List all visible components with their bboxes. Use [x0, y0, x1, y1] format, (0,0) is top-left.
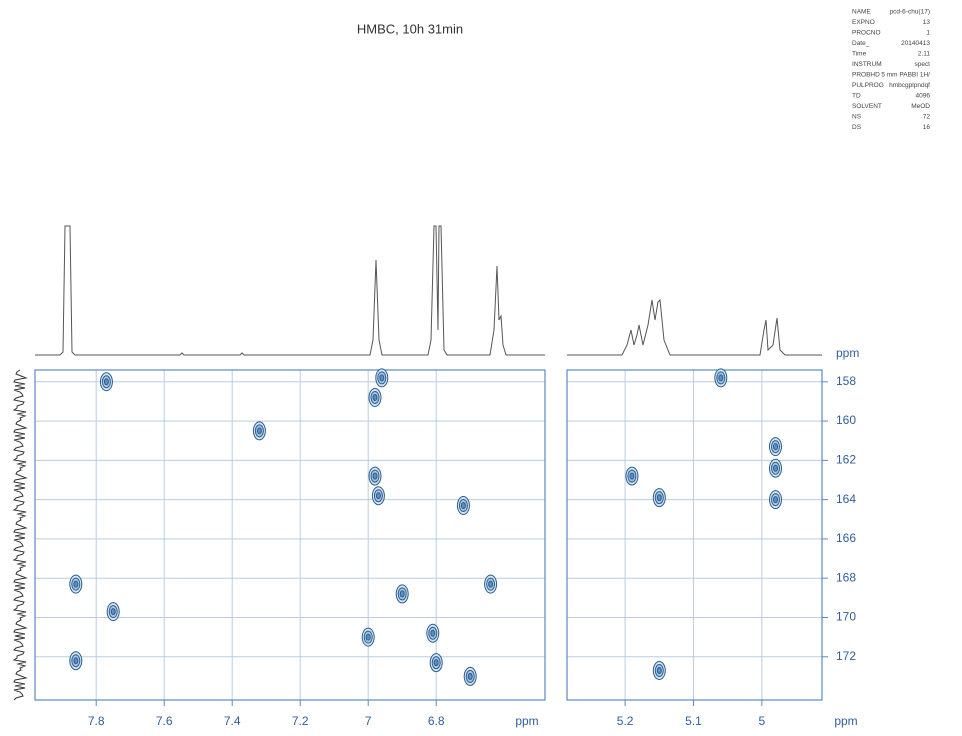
contour: [718, 374, 724, 382]
param-name: SOLVENT: [852, 103, 882, 110]
contour: [379, 374, 385, 382]
param-name: NAME: [852, 9, 871, 16]
cross-peak: [375, 368, 389, 388]
param-name: PROBHD: [852, 72, 880, 79]
param-name: EXPNO: [852, 19, 875, 26]
y-tick-label: 160: [836, 413, 856, 427]
y-tick-label: 170: [836, 610, 856, 624]
x-tick-label: 7.4: [224, 714, 241, 728]
y-tick-label: 164: [836, 492, 856, 506]
x-tick-label: 7.6: [156, 714, 173, 728]
cross-peak: [769, 458, 783, 478]
param-value: 13: [923, 19, 931, 26]
contour: [256, 427, 262, 435]
y-tick-label: 166: [836, 531, 856, 545]
cross-peak: [769, 437, 783, 457]
x-tick-label: 7.8: [88, 714, 105, 728]
contour: [656, 494, 662, 502]
x-tick-label: 5: [758, 714, 765, 728]
cross-peak: [769, 490, 783, 510]
cross-peak: [484, 574, 498, 594]
param-name: INSTRUM: [852, 61, 882, 68]
param-value: spect: [914, 61, 930, 68]
contour: [488, 580, 494, 588]
param-name: PULPROG: [852, 82, 884, 89]
param-name: Date_: [852, 40, 870, 47]
param-value: hmbcgplpndqf: [889, 82, 930, 89]
contour: [629, 472, 635, 480]
param-value: MeOD: [911, 103, 930, 110]
param-value: pcd-6-chu(17): [890, 9, 930, 16]
contour: [656, 667, 662, 675]
contour: [430, 629, 436, 637]
cross-peak: [429, 653, 443, 673]
x-tick-label: 7.2: [292, 714, 309, 728]
contour: [73, 580, 79, 588]
acquisition-parameters: NAME pcd-6-chu(17) EXPNO 13 PROCNO 1 Date_ 2014…: [852, 9, 930, 132]
cross-peak: [714, 368, 728, 388]
cross-peak: [361, 627, 375, 647]
plot-frame: [34, 369, 546, 701]
contour: [460, 502, 466, 510]
projection-trace: [567, 298, 822, 356]
contour: [375, 492, 381, 500]
x-tick-label: 5.1: [685, 714, 702, 728]
param-name: PROCNO: [852, 30, 881, 37]
projection-trace: [35, 225, 545, 356]
param-value: 72: [923, 114, 931, 121]
param-name: DS: [852, 124, 862, 131]
cross-peak: [426, 623, 440, 643]
param-value: 2.11: [918, 51, 931, 58]
y-axis-label: ppm: [836, 346, 859, 360]
cross-peak: [371, 486, 385, 506]
y-tick-label: 158: [836, 374, 856, 388]
param-value: 5 mm PABBI 1H/: [881, 72, 930, 79]
cross-peak: [395, 584, 409, 604]
plot-frame: [566, 369, 823, 701]
y-tick-label: 172: [836, 649, 856, 663]
param-value: 1: [926, 30, 930, 37]
x-axis-label: ppm: [834, 714, 857, 728]
param-name: TD: [852, 93, 861, 100]
param-name: Time: [852, 51, 867, 58]
cross-peak: [625, 466, 639, 486]
x-axis-label: ppm: [515, 714, 538, 728]
cross-peak: [252, 421, 266, 441]
contour: [467, 672, 473, 680]
cross-peak: [652, 661, 666, 681]
contour: [372, 394, 378, 401]
x-tick-label: 7: [365, 714, 372, 728]
param-value: 20140413: [901, 40, 930, 47]
contour: [399, 590, 405, 598]
param-value: 4096: [916, 93, 931, 100]
cross-peak: [368, 388, 382, 407]
x-tick-label: 5.2: [617, 714, 634, 728]
cross-peak: [456, 496, 470, 516]
cross-peak: [69, 574, 83, 594]
cross-peak: [99, 372, 113, 392]
y-tick-label: 168: [836, 570, 856, 584]
projection-trace: [12, 369, 28, 701]
cross-peak: [69, 651, 83, 671]
chart-title: HMBC, 10h 31min: [357, 21, 463, 36]
cross-peak: [106, 602, 120, 622]
cross-peak: [368, 466, 382, 486]
contour: [773, 496, 779, 504]
contour: [73, 657, 79, 665]
contour: [110, 608, 116, 616]
contour: [103, 378, 109, 386]
cross-peak: [463, 666, 477, 686]
contour: [365, 633, 371, 641]
contour: [372, 472, 378, 480]
x-tick-label: 6.8: [428, 714, 445, 728]
contour: [433, 659, 439, 667]
param-value: 16: [923, 124, 931, 131]
param-name: NS: [852, 114, 862, 121]
contour: [773, 464, 779, 472]
y-tick-label: 162: [836, 453, 856, 467]
cross-peak: [652, 488, 666, 508]
contour: [773, 443, 779, 451]
